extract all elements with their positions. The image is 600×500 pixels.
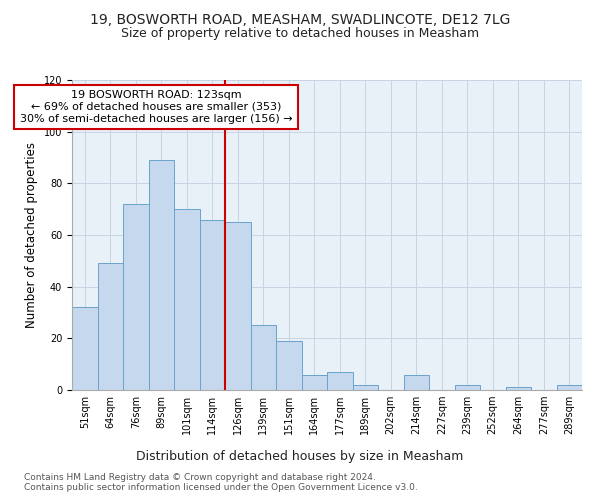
Bar: [225, 222, 251, 390]
Bar: [72, 308, 97, 390]
Bar: [199, 220, 225, 390]
Bar: [123, 204, 149, 390]
Bar: [404, 374, 429, 390]
Text: Contains HM Land Registry data © Crown copyright and database right 2024.
Contai: Contains HM Land Registry data © Crown c…: [24, 472, 418, 492]
Bar: [97, 264, 123, 390]
Bar: [276, 341, 302, 390]
Bar: [557, 385, 582, 390]
Bar: [455, 385, 480, 390]
Bar: [353, 385, 378, 390]
Text: 19, BOSWORTH ROAD, MEASHAM, SWADLINCOTE, DE12 7LG: 19, BOSWORTH ROAD, MEASHAM, SWADLINCOTE,…: [90, 12, 510, 26]
Bar: [302, 374, 327, 390]
Text: Size of property relative to detached houses in Measham: Size of property relative to detached ho…: [121, 28, 479, 40]
Bar: [149, 160, 174, 390]
Text: Distribution of detached houses by size in Measham: Distribution of detached houses by size …: [136, 450, 464, 463]
Bar: [174, 209, 199, 390]
Y-axis label: Number of detached properties: Number of detached properties: [25, 142, 38, 328]
Text: 19 BOSWORTH ROAD: 123sqm
← 69% of detached houses are smaller (353)
30% of semi-: 19 BOSWORTH ROAD: 123sqm ← 69% of detach…: [20, 90, 292, 124]
Bar: [327, 372, 353, 390]
Bar: [505, 388, 531, 390]
Bar: [251, 326, 276, 390]
